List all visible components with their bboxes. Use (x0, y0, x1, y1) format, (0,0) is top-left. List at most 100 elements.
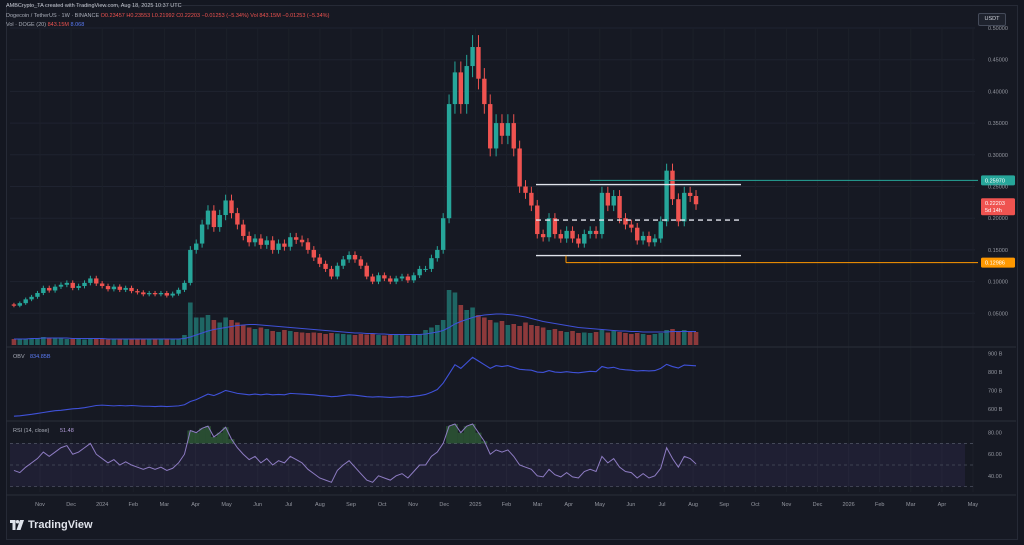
volume-bar (288, 331, 293, 345)
candle-body (146, 293, 152, 295)
tradingview-logo[interactable]: TradingView (10, 519, 93, 531)
currency-button[interactable]: USDT (978, 13, 1006, 26)
candle-body (423, 268, 428, 270)
candle-body (288, 237, 293, 247)
volume-label[interactable]: Vol · DOGE (20) (6, 22, 47, 28)
candle-body (229, 200, 234, 214)
volume-bar (640, 334, 646, 345)
volume-bar (129, 339, 134, 345)
candle-body (129, 287, 134, 292)
candle-body (552, 218, 558, 235)
candle-body (64, 282, 70, 285)
volume-bar (146, 339, 152, 345)
volume-ma-line (13, 313, 697, 340)
candle-body (70, 282, 75, 288)
volume-bar (399, 335, 405, 345)
candle-body (476, 47, 481, 79)
candle-body (399, 276, 405, 279)
candle-body (617, 196, 622, 219)
volume-bar (476, 315, 481, 345)
candle-body (35, 293, 40, 297)
volume-bar (76, 339, 81, 345)
rsi-value: 51.48 (60, 428, 74, 434)
candle-body (493, 123, 499, 149)
symbol-name[interactable]: Dogecoin / TetherUS · 1W · BINANCE (6, 13, 100, 19)
candle-body (640, 235, 646, 241)
candle-body (52, 286, 58, 291)
rsi-overbought-fill (193, 432, 200, 444)
volume-bar (546, 330, 552, 345)
candle-body (635, 227, 640, 241)
candle-body (94, 278, 99, 284)
volume-bar (376, 335, 381, 345)
candlesticks[interactable] (11, 35, 699, 308)
volume-bar (582, 332, 587, 345)
candle-body (558, 234, 563, 239)
candle-body (446, 104, 452, 219)
volume-bar (558, 331, 564, 345)
volume-bar (382, 335, 387, 345)
candle-body (341, 259, 346, 266)
volume-bar (540, 327, 546, 345)
time-tick: Jul (658, 502, 665, 508)
candle-body (141, 292, 146, 295)
candle-body (82, 282, 87, 287)
volume-bar (517, 326, 522, 345)
volume-bar (182, 335, 187, 345)
price-tick: 0.40000 (988, 89, 1008, 95)
rsi-overbought-fill (452, 424, 458, 444)
candle-body (164, 293, 170, 296)
volume-bar (352, 335, 358, 345)
time-tick: Jun (253, 502, 262, 508)
time-tick: Nov (35, 502, 45, 508)
volume-bar (99, 339, 105, 345)
rsi-overbought-fill (457, 432, 464, 444)
time-tick: 2025 (469, 502, 481, 508)
countdown-label: 5d 14h (985, 208, 1002, 214)
candle-body (252, 238, 258, 243)
volume-bar (58, 338, 64, 345)
time-tick: Apr (191, 502, 200, 508)
candle-body (111, 286, 117, 290)
volume-bar (534, 326, 540, 345)
volume-bar (246, 327, 252, 345)
volume-bar (41, 337, 46, 345)
time-tick: Feb (129, 502, 138, 508)
candle-body (470, 47, 475, 67)
volume-bars (11, 290, 699, 345)
candle-body (682, 192, 687, 222)
obv-tick: 700 B (988, 388, 1003, 394)
candle-body (152, 293, 158, 295)
candle-body (540, 234, 546, 238)
candle-body (323, 263, 328, 269)
candle-body (376, 275, 381, 282)
obv-value: 834.85B (30, 354, 51, 360)
candle-body (511, 123, 516, 149)
tradingview-logo-icon (10, 520, 24, 530)
volume-bar (317, 333, 322, 345)
level-tag-label: 0.25970 (985, 178, 1005, 184)
time-tick: Apr (938, 502, 947, 508)
candle-body (246, 235, 252, 243)
price-tick: 0.05000 (988, 311, 1008, 317)
rsi-overbought-fill (463, 426, 470, 444)
volume-bar (123, 339, 128, 345)
time-tick: 2024 (96, 502, 108, 508)
volume-bar (141, 339, 146, 345)
rsi-overbought-fill (199, 428, 206, 444)
rsi-overbought-fill (475, 432, 482, 444)
candle-body (652, 238, 658, 243)
volume-bar (646, 335, 652, 345)
volume-bar (570, 331, 575, 345)
volume-bar (164, 339, 170, 345)
volume-bar (440, 320, 446, 345)
candle-body (223, 200, 228, 216)
volume-bar (405, 335, 411, 345)
time-tick: Dec (66, 502, 76, 508)
candle-body (464, 66, 469, 105)
rsi-overbought-fill (216, 432, 223, 444)
candle-body (305, 242, 311, 250)
candle-body (693, 196, 699, 205)
volume-bar (23, 338, 28, 345)
